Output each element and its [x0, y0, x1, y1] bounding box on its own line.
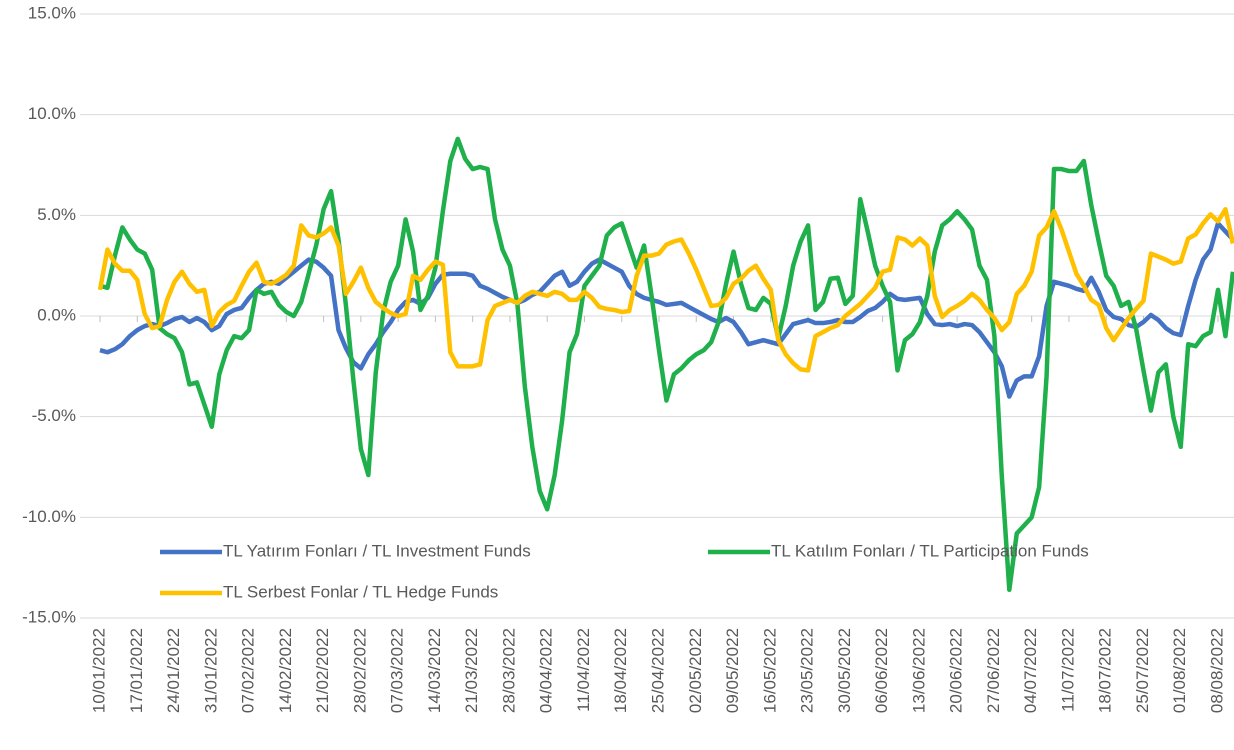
x-tick-label: 31/01/2022 [201, 628, 220, 713]
x-tick-label: 07/02/2022 [239, 628, 258, 713]
legend-label: TL Serbest Fonlar / TL Hedge Funds [223, 582, 498, 601]
x-tick-label: 24/01/2022 [164, 628, 183, 713]
y-tick-label: -10.0% [22, 507, 76, 526]
series-line [97, 207, 1234, 373]
x-tick-label: 04/04/2022 [537, 628, 556, 713]
x-tick-label: 11/04/2022 [574, 628, 593, 712]
x-tick-label: 21/02/2022 [313, 628, 332, 713]
x-tick-label: 14/02/2022 [276, 628, 295, 713]
x-tick-label: 08/08/2022 [1207, 628, 1226, 713]
y-tick-label: 15.0% [28, 3, 76, 22]
x-tick-label: 25/04/2022 [648, 628, 667, 713]
legend-label: TL Yatırım Fonları / TL Investment Funds [223, 541, 531, 560]
x-tick-label: 10/01/2022 [89, 628, 108, 713]
x-tick-label: 23/05/2022 [798, 628, 817, 713]
x-tick-label: 25/07/2022 [1133, 628, 1152, 713]
x-tick-label: 16/05/2022 [760, 628, 779, 713]
x-tick-label: 06/06/2022 [872, 628, 891, 713]
x-tick-label: 14/03/2022 [425, 628, 444, 713]
x-tick-label: 30/05/2022 [835, 628, 854, 713]
x-tick-label: 28/02/2022 [350, 628, 369, 713]
x-tick-label: 11/07/2022 [1058, 628, 1077, 712]
x-tick-label: 04/07/2022 [1021, 628, 1040, 713]
series-line [99, 221, 1234, 399]
y-tick-label: 5.0% [37, 205, 76, 224]
x-tick-label: 28/03/2022 [499, 628, 518, 713]
x-tick-label: 02/05/2022 [686, 628, 705, 713]
y-tick-label: -5.0% [32, 406, 76, 425]
x-tick-label: 20/06/2022 [947, 628, 966, 713]
x-tick-label: 09/05/2022 [723, 628, 742, 713]
y-tick-label: -15.0% [22, 607, 76, 626]
x-tick-label: 01/08/2022 [1170, 628, 1189, 713]
legend-label: TL Katılım Fonları / TL Participation Fu… [771, 541, 1089, 560]
x-tick-label: 21/03/2022 [462, 628, 481, 713]
x-tick-label: 18/07/2022 [1096, 628, 1115, 713]
series-line [99, 136, 1234, 593]
x-tick-label: 13/06/2022 [909, 628, 928, 713]
x-tick-label: 17/01/2022 [127, 628, 146, 713]
x-tick-label: 18/04/2022 [611, 628, 630, 713]
x-tick-label: 27/06/2022 [984, 628, 1003, 713]
y-tick-label: 10.0% [28, 104, 76, 123]
y-tick-label: 0.0% [37, 305, 76, 324]
x-tick-label: 07/03/2022 [388, 628, 407, 713]
